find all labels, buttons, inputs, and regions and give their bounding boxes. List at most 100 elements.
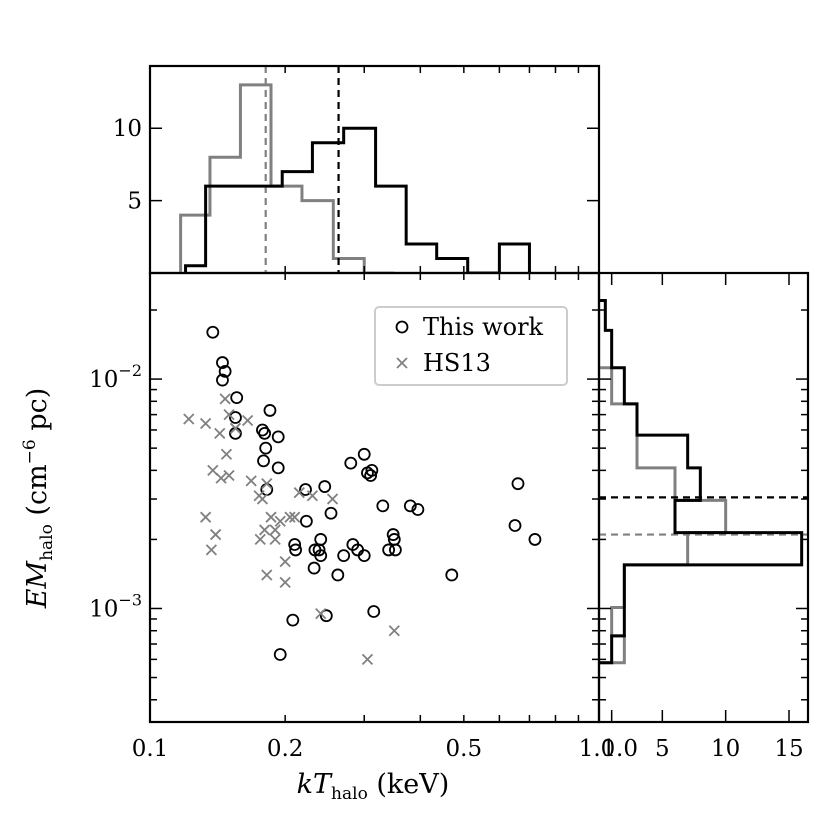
point-hs13 [284,511,296,523]
point-this-work [216,356,229,369]
x-tick-label: 0.2 [267,736,304,762]
top-histogram-bars [179,66,531,273]
point-hs13 [326,493,339,505]
point-this-work [324,506,338,520]
legend-label-this-work: This work [423,313,544,341]
point-hs13 [199,417,212,430]
point-hs13 [245,475,257,487]
point-this-work [357,447,371,461]
point-this-work [307,561,321,575]
point-hs13 [289,511,301,523]
legend-label-hs13: HS13 [423,349,491,377]
point-hs13 [315,607,327,620]
point-hs13 [279,576,291,588]
point-this-work [357,549,371,563]
point-this-work [403,499,417,513]
point-this-work [386,528,400,541]
x-axis-title: kThalo (keV) [297,769,450,804]
point-hs13 [279,556,291,568]
point-this-work [337,549,351,563]
right-hist-this-work [599,299,804,665]
x-tick-label: 1.0 [579,736,616,762]
point-hs13 [256,493,269,505]
right-histogram-frame [597,271,810,724]
point-this-work [314,533,328,546]
right-x-tick-label: 15 [774,736,803,762]
point-this-work [528,533,542,546]
right-hist-hs13 [599,366,728,665]
right-histogram-bars [599,299,808,665]
legend-x-marker [396,357,408,369]
point-hs13 [215,472,227,484]
right-x-tick-label: 10 [711,736,740,762]
point-hs13 [293,486,305,499]
point-hs13 [199,511,212,523]
point-hs13 [361,653,374,666]
point-this-work [411,503,425,516]
y-tick-label: 10−2 [89,361,142,393]
point-hs13 [220,448,233,460]
y-tick-label: 10−3 [89,590,142,622]
point-hs13 [223,408,235,421]
point-this-work [263,404,277,417]
point-this-work [289,543,303,557]
point-hs13 [388,625,400,637]
right-histogram-panel: 1.0 5 10 15 [597,271,810,762]
point-this-work [230,391,244,405]
point-hs13 [219,393,231,405]
point-hs13 [214,427,226,439]
point-this-work [218,365,232,378]
right-x-tick-label: 5 [655,736,670,762]
top-y-tick-label: 5 [127,189,142,215]
top-histogram-panel: 5 10 [113,64,601,275]
point-this-work [314,549,328,563]
point-this-work [259,441,273,455]
point-hs13 [183,413,195,425]
point-hs13 [306,490,319,502]
point-this-work [367,605,381,618]
point-hs13 [269,524,281,536]
legend-box [374,306,568,386]
top-hist-this-work [184,126,531,273]
point-hs13 [229,422,242,434]
point-this-work [271,430,285,444]
point-this-work [376,499,390,513]
point-this-work [299,483,312,496]
top-histogram-frame [148,64,601,275]
point-hs13 [205,544,218,556]
legend: This work HS13 [374,306,568,386]
top-hist-hs13 [179,83,395,273]
point-this-work [318,480,332,493]
point-hs13 [274,515,286,527]
point-this-work [299,514,313,528]
point-this-work [382,543,396,557]
point-hs13 [254,533,266,546]
point-this-work [344,456,358,470]
point-this-work [229,411,242,424]
point-this-work [508,519,522,532]
point-this-work [365,463,379,477]
point-this-work [286,613,300,627]
point-hs13 [261,478,273,490]
point-this-work [331,568,345,582]
point-hs13 [261,569,273,581]
point-hs13 [209,528,222,541]
legend-circle-marker [395,320,409,334]
point-this-work [271,461,285,475]
point-this-work [258,426,272,440]
point-this-work [511,477,525,491]
right-x-tick-label: 1.0 [601,736,638,762]
point-this-work [319,609,333,623]
point-this-work [206,325,220,339]
point-this-work [216,373,229,387]
scatter-panel: 0.1 0.2 0.5 1.0 10−2 10−3 This work HS13 kTha… [20,271,615,804]
point-this-work [364,469,378,482]
right-histogram-ticks: 1.0 5 10 15 [599,273,808,762]
x-tick-label: 0.1 [132,736,169,762]
scatter-ticks: 0.1 0.2 0.5 1.0 10−2 10−3 [89,273,615,762]
top-y-tick-label: 10 [113,116,142,142]
scatter-points [183,325,542,666]
point-this-work [288,538,302,551]
point-this-work [273,648,287,661]
